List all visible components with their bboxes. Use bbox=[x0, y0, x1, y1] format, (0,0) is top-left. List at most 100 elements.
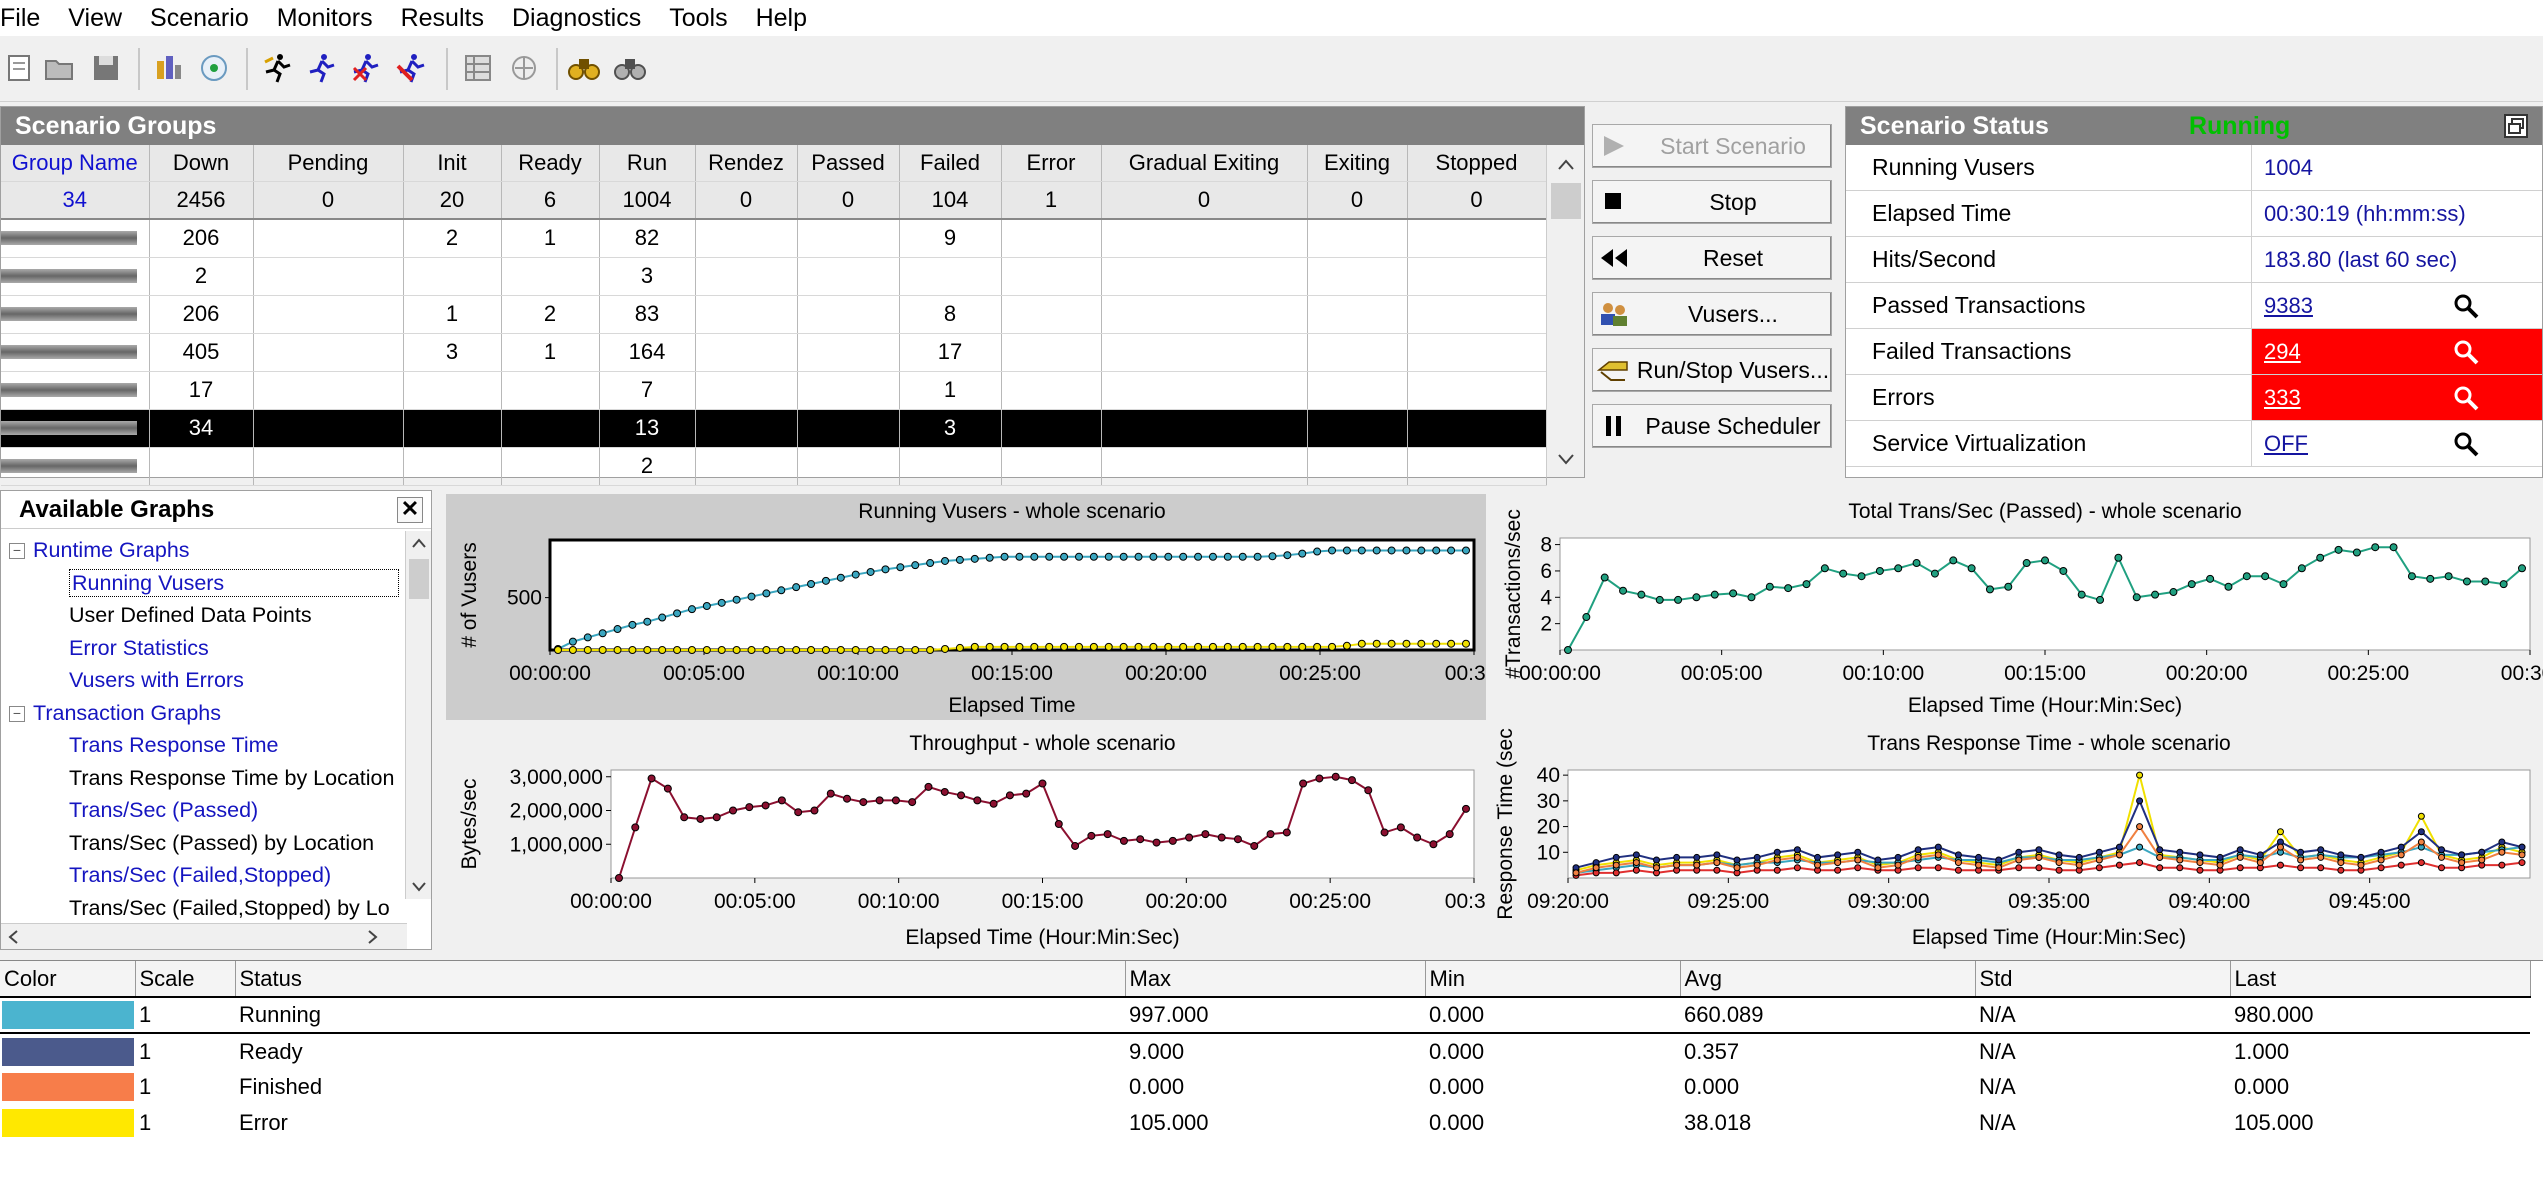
menu-file[interactable]: File bbox=[0, 4, 41, 32]
graph-tree-item[interactable]: Trans Response Time by Location bbox=[69, 763, 394, 793]
column-header-gradual-exiting[interactable]: Gradual Exiting bbox=[1101, 145, 1308, 182]
graph-tree-item[interactable]: Trans/Sec (Passed) bbox=[69, 795, 258, 825]
column-header-exiting[interactable]: Exiting bbox=[1307, 145, 1408, 182]
table-row[interactable]: 34 13 3 bbox=[1, 409, 1547, 448]
graph-tree-item[interactable]: Trans/Sec (Passed) by Location bbox=[69, 828, 374, 858]
column-header-down[interactable]: Down bbox=[149, 145, 254, 182]
stop-button[interactable]: Stop bbox=[1592, 180, 1832, 224]
column-header-group-name[interactable]: Group Name bbox=[1, 145, 150, 182]
graph-tree-item[interactable]: Error Statistics bbox=[69, 633, 209, 663]
binoculars2-icon[interactable] bbox=[610, 48, 650, 88]
pause-scheduler-button[interactable]: Pause Scheduler bbox=[1592, 404, 1832, 448]
collapse-icon[interactable]: − bbox=[9, 705, 25, 722]
passed-transactions-link[interactable]: 9383 bbox=[2264, 292, 2313, 318]
grid-icon[interactable] bbox=[458, 48, 498, 88]
column-header-passed[interactable]: Passed bbox=[797, 145, 900, 182]
graph-tree-item[interactable]: − Transaction Graphs bbox=[9, 698, 221, 728]
vuser-run-icon[interactable] bbox=[258, 48, 298, 88]
data-point bbox=[1874, 864, 1882, 872]
menu-scenario[interactable]: Scenario bbox=[150, 4, 249, 32]
column-header-rendez[interactable]: Rendez bbox=[695, 145, 798, 182]
graph-tree-hscrollbar[interactable] bbox=[1, 923, 407, 949]
legend-row[interactable]: 1 Error 105.000 0.000 38.018 N/A 105.000 bbox=[0, 1105, 2530, 1141]
run-stop-vusers-button[interactable]: Run/Stop Vusers... bbox=[1592, 348, 1832, 392]
close-icon[interactable]: ✕ bbox=[397, 497, 423, 523]
network-icon[interactable] bbox=[504, 48, 544, 88]
column-header-stopped[interactable]: Stopped bbox=[1407, 145, 1547, 182]
graph-legend: Color Scale Status Max Min Avg Std Last 1 Running… bbox=[0, 960, 2543, 1180]
graph-tree-item[interactable]: Trans Response Time bbox=[69, 730, 279, 760]
failed-transactions-link[interactable]: 294 bbox=[2264, 338, 2301, 364]
vuser-run2-icon[interactable] bbox=[302, 48, 342, 88]
data-point bbox=[2276, 843, 2284, 851]
legend-row[interactable]: 1 Ready 9.000 0.000 0.357 N/A 1.000 bbox=[0, 1033, 2530, 1069]
search-icon[interactable] bbox=[2452, 338, 2480, 366]
table-row[interactable]: 405 3 1 164 17 bbox=[1, 333, 1547, 372]
legend-column-header[interactable]: Status bbox=[235, 961, 1126, 998]
menu-monitors[interactable]: Monitors bbox=[276, 4, 373, 32]
save-icon[interactable] bbox=[86, 48, 126, 88]
legend-column-header[interactable]: Std bbox=[1975, 961, 2231, 998]
legend-column-header[interactable]: Color bbox=[0, 961, 136, 998]
table-row[interactable]: 2 bbox=[1, 447, 1547, 486]
new-scenario-icon[interactable] bbox=[0, 48, 40, 88]
run-icon[interactable] bbox=[148, 48, 188, 88]
graph-throughput[interactable]: Throughput - whole scenario Elapsed Time … bbox=[446, 726, 1486, 952]
data-point bbox=[673, 646, 682, 654]
table-row[interactable]: 206 2 1 82 9 bbox=[1, 219, 1547, 258]
column-header-ready[interactable]: Ready bbox=[501, 145, 600, 182]
legend-column-header[interactable]: Last bbox=[2230, 961, 2531, 998]
search-icon[interactable] bbox=[2452, 292, 2480, 320]
open-icon[interactable] bbox=[40, 48, 80, 88]
legend-column-header[interactable]: Max bbox=[1125, 961, 1426, 998]
start-scenario-button[interactable]: Start Scenario bbox=[1592, 124, 1832, 168]
errors-link[interactable]: 333 bbox=[2264, 384, 2301, 410]
column-header-run[interactable]: Run bbox=[599, 145, 696, 182]
data-point bbox=[2136, 823, 2144, 831]
service-virtualization-link[interactable]: OFF bbox=[2264, 430, 2308, 456]
column-header-failed[interactable]: Failed bbox=[899, 145, 1002, 182]
search-icon[interactable] bbox=[2452, 384, 2480, 412]
restore-window-icon[interactable] bbox=[2504, 107, 2528, 145]
menu-tools[interactable]: Tools bbox=[669, 4, 728, 32]
column-header-init[interactable]: Init bbox=[403, 145, 502, 182]
column-header-error[interactable]: Error bbox=[1001, 145, 1102, 182]
globe-icon[interactable] bbox=[194, 48, 234, 88]
y-tick-label: 40 bbox=[1537, 764, 1560, 787]
legend-column-header[interactable]: Scale bbox=[135, 961, 236, 998]
vusers-button[interactable]: Vusers... bbox=[1592, 292, 1832, 336]
menu-help[interactable]: Help bbox=[755, 4, 807, 32]
table-cell bbox=[695, 257, 798, 296]
y-axis-label: #Transactions/sec bbox=[1502, 509, 1525, 679]
graph-tree-item[interactable]: − Runtime Graphs bbox=[9, 535, 190, 565]
menu-results[interactable]: Results bbox=[400, 4, 484, 32]
graph-tree-item[interactable]: Running Vusers bbox=[69, 568, 399, 598]
graph-tree-item[interactable]: User Defined Data Points bbox=[69, 600, 312, 630]
column-header-pending[interactable]: Pending bbox=[253, 145, 404, 182]
reset-button[interactable]: Reset bbox=[1592, 236, 1832, 280]
table-row[interactable]: 206 1 2 83 8 bbox=[1, 295, 1547, 334]
table-row[interactable]: 17 7 1 bbox=[1, 371, 1547, 410]
vuser-stop2-icon[interactable] bbox=[392, 48, 432, 88]
legend-row[interactable]: 1 Finished 0.000 0.000 0.000 N/A 0.000 bbox=[0, 1069, 2530, 1105]
scenario-groups-scrollbar[interactable] bbox=[1546, 145, 1584, 477]
legend-row[interactable]: 1 Running 997.000 0.000 660.089 N/A 980.000 bbox=[0, 996, 2530, 1034]
graph-trans-response-time[interactable]: Trans Response Time - whole scenario Elap… bbox=[1490, 726, 2543, 952]
menu-diagnostics[interactable]: Diagnostics bbox=[511, 4, 642, 32]
binoculars-icon[interactable] bbox=[564, 48, 604, 88]
graph-running-vusers[interactable]: Running Vusers - whole scenario Elapsed T… bbox=[446, 494, 1486, 720]
graph-tree-item[interactable]: Vusers with Errors bbox=[69, 665, 244, 695]
search-icon[interactable] bbox=[2452, 430, 2480, 458]
graph-tree-item[interactable]: Trans/Sec (Failed,Stopped) bbox=[69, 860, 331, 890]
vuser-stop-icon[interactable] bbox=[346, 48, 386, 88]
collapse-icon[interactable]: − bbox=[9, 543, 25, 560]
x-tick-label: 00:15:00 bbox=[2004, 662, 2086, 685]
graph-tree-vscrollbar[interactable] bbox=[405, 531, 431, 899]
legend-column-header[interactable]: Avg bbox=[1680, 961, 1976, 998]
graph-tree-item[interactable]: Trans/Sec (Failed,Stopped) by Lo bbox=[69, 893, 390, 923]
legend-column-header[interactable]: Min bbox=[1425, 961, 1681, 998]
data-point bbox=[2216, 853, 2224, 861]
graph-total-trans-sec[interactable]: Total Trans/Sec (Passed) - whole scenari… bbox=[1490, 494, 2543, 720]
menu-view[interactable]: View bbox=[68, 4, 123, 32]
